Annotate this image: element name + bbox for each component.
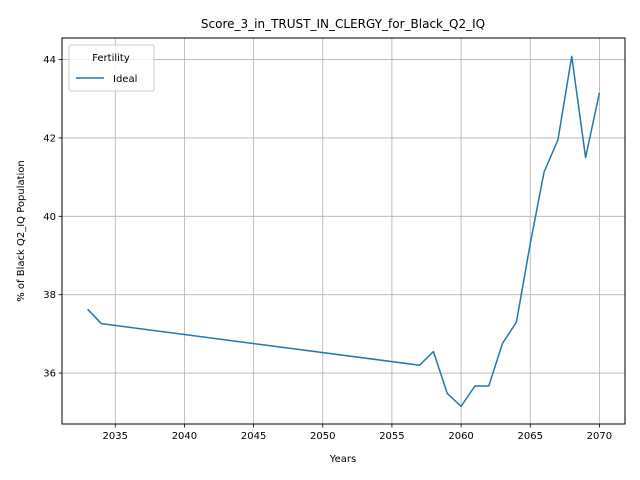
plot-frame <box>61 37 626 425</box>
x-tick-label: 2035 <box>103 431 128 442</box>
x-tick-label: 2060 <box>448 431 473 442</box>
x-axis-label: Years <box>329 454 356 465</box>
x-tick-label: 2070 <box>587 431 612 442</box>
y-axis: 36 38 40 42 44 <box>43 55 62 380</box>
legend: Fertility Ideal <box>68 44 155 92</box>
x-tick-label: 2055 <box>379 431 404 442</box>
x-tick-label: 2045 <box>241 431 266 442</box>
series-line-ideal <box>87 55 601 408</box>
y-axis-label: % of Black Q2_IQ Population <box>16 160 27 302</box>
legend-label-ideal: Ideal <box>113 74 137 85</box>
x-tick-label: 2040 <box>172 431 197 442</box>
y-tick-label: 42 <box>43 133 56 144</box>
y-tick-label: 38 <box>43 290 56 301</box>
y-tick-label: 44 <box>43 55 56 66</box>
y-tick-label: 36 <box>43 369 56 380</box>
legend-title: Fertility <box>92 53 130 64</box>
y-tick-label: 40 <box>43 212 56 223</box>
x-tick-label: 2050 <box>310 431 335 442</box>
series-layer <box>87 55 601 408</box>
chart-title: Score_3_in_TRUST_IN_CLERGY_for_Black_Q2_… <box>201 17 485 31</box>
legend-box <box>68 44 155 92</box>
x-tick-label: 2065 <box>518 431 543 442</box>
grid <box>62 38 625 424</box>
x-axis: 2035 2040 2045 2050 2055 2060 2065 2070 <box>103 424 612 442</box>
